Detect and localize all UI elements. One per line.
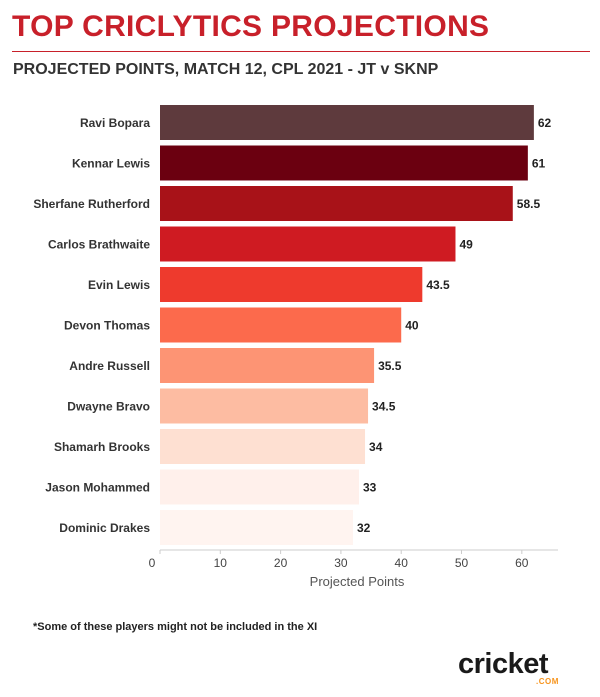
bar [160, 226, 456, 262]
bar [160, 429, 366, 464]
logo-dotcom: .COM [536, 677, 559, 686]
value-label: 35.5 [378, 359, 402, 373]
cricket-com-logo: cricket .COM [458, 648, 576, 686]
category-label: Andre Russell [69, 359, 150, 373]
value-label: 34.5 [372, 400, 396, 414]
footnote: *Some of these players might not be incl… [33, 621, 318, 633]
x-tick-label: 40 [395, 556, 409, 570]
bar [160, 388, 369, 424]
category-label: Shamarh Brooks [54, 440, 150, 454]
logo-wordmark: cricket [458, 648, 549, 680]
x-tick-label: 30 [334, 556, 348, 570]
category-label: Dominic Drakes [59, 521, 150, 535]
category-label: Devon Thomas [64, 319, 150, 333]
chart-subtitle: PROJECTED POINTS, MATCH 12, CPL 2021 - J… [13, 61, 439, 78]
value-label: 62 [538, 116, 552, 130]
bars-layer [160, 105, 534, 545]
category-label: Ravi Bopara [80, 116, 150, 130]
category-label: Dwayne Bravo [67, 400, 150, 414]
x-tick-label: 60 [515, 556, 529, 570]
value-label: 58.5 [517, 197, 541, 211]
bar [160, 307, 402, 343]
x-tick-label: 0 [149, 556, 156, 570]
chart-title: TOP CRICLYTICS PROJECTIONS [12, 10, 490, 43]
x-tick-label: 10 [214, 556, 228, 570]
value-label: 40 [405, 319, 419, 333]
value-label: 43.5 [426, 278, 450, 292]
category-label: Sherfane Rutherford [33, 197, 150, 211]
value-label: 33 [363, 481, 377, 495]
category-label: Evin Lewis [88, 278, 150, 292]
value-label: 32 [357, 521, 371, 535]
x-tick-label: 50 [455, 556, 469, 570]
bar [160, 105, 534, 140]
x-axis: 0 10 20 30 40 50 60 [149, 549, 558, 570]
category-labels-layer: Ravi Bopara Kennar Lewis Sherfane Rutherfo… [33, 116, 150, 535]
bar [160, 267, 423, 302]
bar [160, 145, 528, 181]
bar [160, 186, 513, 221]
bar [160, 469, 359, 505]
bar [160, 348, 375, 383]
title-divider [12, 51, 590, 52]
value-label: 61 [532, 157, 546, 171]
x-axis-label: Projected Points [310, 574, 405, 589]
bar-chart: 62 61 58.5 49 43.5 40 35.5 34.5 34 33 32 Ravi Bopa… [33, 105, 558, 589]
bar [160, 510, 353, 545]
category-label: Carlos Brathwaite [48, 238, 150, 252]
value-label: 34 [369, 440, 383, 454]
value-label: 49 [459, 238, 473, 252]
x-tick-label: 20 [274, 556, 288, 570]
category-label: Kennar Lewis [72, 157, 150, 171]
category-label: Jason Mohammed [45, 481, 150, 495]
value-labels-layer: 62 61 58.5 49 43.5 40 35.5 34.5 34 33 32 [357, 116, 552, 535]
